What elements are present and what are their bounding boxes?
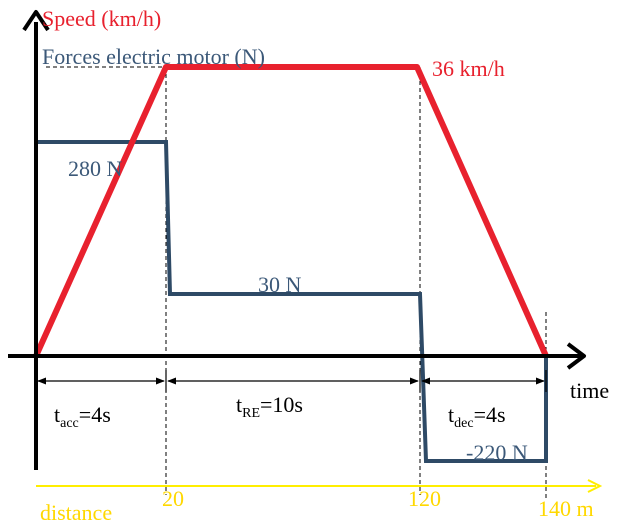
distance-axis-label: distance bbox=[40, 500, 112, 525]
force-axis-label: Forces electric motor (N) bbox=[42, 44, 265, 69]
max-speed-label: 36 km/h bbox=[432, 56, 505, 81]
force-dec-label: -220 N bbox=[466, 440, 528, 465]
speed-profile-line bbox=[33, 64, 549, 358]
force-acc-label: 280 N bbox=[68, 156, 123, 181]
time-axis-label: time bbox=[570, 378, 609, 403]
force-profile-line bbox=[36, 140, 548, 463]
axes bbox=[8, 10, 586, 470]
vertical-axis-arrow-icon bbox=[22, 10, 50, 32]
distance-axis bbox=[36, 479, 603, 493]
re-phase-label: tRE=10s bbox=[236, 392, 303, 421]
phase-dimensions bbox=[35, 370, 547, 392]
distance-tick-140: 140 m bbox=[538, 496, 594, 521]
distance-axis-arrow-icon bbox=[587, 479, 603, 493]
acc-phase-label: tacc=4s bbox=[54, 402, 111, 431]
distance-tick-120: 120 bbox=[408, 486, 441, 511]
speed-axis-label: Speed (km/h) bbox=[42, 6, 161, 31]
dec-phase-label: tdec=4s bbox=[448, 402, 506, 431]
time-axis-arrow-icon bbox=[566, 342, 586, 370]
distance-tick-20: 20 bbox=[162, 486, 184, 511]
force-cruise-label: 30 N bbox=[258, 272, 302, 297]
